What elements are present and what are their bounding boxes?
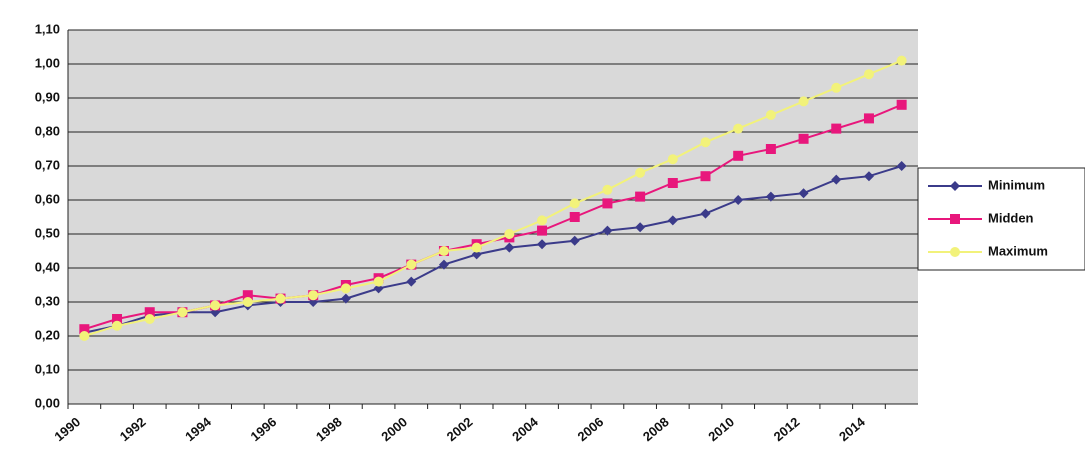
- y-tick-label: 0,70: [35, 157, 60, 172]
- y-tick-label: 0,80: [35, 123, 60, 138]
- data-point: [667, 215, 678, 226]
- data-point: [373, 276, 384, 287]
- x-tick-label: 1990: [51, 414, 83, 444]
- data-point: [667, 178, 678, 188]
- data-point: [863, 113, 874, 124]
- x-tick-label: 1992: [117, 414, 149, 444]
- data-point: [700, 171, 711, 182]
- data-point: [635, 222, 646, 233]
- data-point: [831, 82, 842, 93]
- data-point: [471, 242, 482, 253]
- data-point: [635, 191, 646, 202]
- data-point: [79, 324, 90, 335]
- x-tick-label: 2002: [444, 414, 476, 444]
- x-tick-label: 2000: [378, 414, 410, 444]
- y-tick-label: 0,60: [35, 191, 60, 206]
- data-point: [438, 259, 449, 270]
- data-point: [537, 225, 548, 236]
- y-tick-label: 0,00: [35, 395, 60, 410]
- data-point: [438, 246, 449, 256]
- series-line: [84, 165, 902, 334]
- x-tick-label: 1996: [248, 414, 280, 444]
- x-tick-label: 2004: [509, 414, 541, 445]
- legend-marker: [950, 214, 960, 224]
- x-tick-label: 2012: [771, 414, 803, 444]
- legend-label: Minimum: [988, 177, 1045, 192]
- y-tick-label: 0,90: [35, 89, 60, 104]
- data-point: [308, 290, 319, 301]
- data-point: [242, 290, 253, 301]
- data-point: [700, 208, 711, 219]
- y-tick-label: 1,10: [35, 21, 60, 36]
- data-point: [602, 184, 613, 195]
- data-point: [144, 307, 155, 318]
- x-tick-label: 1994: [182, 414, 214, 445]
- data-point: [340, 283, 351, 294]
- data-point: [700, 137, 711, 148]
- data-point: [733, 123, 744, 134]
- y-tick-label: 1,00: [35, 55, 60, 70]
- x-tick-label: 2006: [574, 414, 606, 444]
- data-point: [863, 69, 874, 80]
- data-point: [79, 331, 90, 341]
- data-point: [798, 133, 809, 144]
- data-point: [112, 314, 123, 324]
- y-tick-label: 0,30: [35, 293, 60, 308]
- data-point: [112, 320, 123, 331]
- data-point: [504, 229, 515, 239]
- plot-area: [68, 30, 918, 404]
- data-point: [602, 198, 613, 209]
- y-tick-label: 0,40: [35, 259, 60, 274]
- data-point: [896, 99, 907, 110]
- data-point: [177, 307, 188, 318]
- data-point: [144, 314, 155, 324]
- data-point: [537, 239, 548, 250]
- legend-marker: [950, 181, 960, 191]
- data-point: [537, 215, 548, 226]
- data-point: [733, 195, 744, 205]
- data-point: [569, 235, 580, 246]
- x-tick-label: 2010: [705, 414, 737, 444]
- x-tick-label: 2014: [836, 414, 868, 445]
- data-point: [635, 167, 646, 178]
- data-point: [831, 174, 842, 185]
- data-point: [765, 191, 776, 202]
- y-tick-label: 0,10: [35, 361, 60, 376]
- data-point: [733, 150, 744, 161]
- data-point: [210, 300, 221, 311]
- data-point: [275, 293, 286, 304]
- data-point: [896, 161, 907, 171]
- legend-marker: [950, 247, 960, 257]
- data-point: [831, 123, 842, 134]
- y-tick-label: 0,20: [35, 327, 60, 342]
- data-point: [569, 212, 580, 222]
- x-tick-label: 1998: [313, 414, 345, 444]
- data-point: [504, 242, 515, 253]
- data-point: [340, 293, 351, 304]
- data-point: [406, 276, 417, 287]
- series-line: [84, 59, 903, 337]
- data-point: [765, 110, 776, 120]
- legend-label: Midden: [988, 210, 1034, 225]
- data-point: [798, 188, 809, 199]
- x-tick-label: 2008: [640, 414, 672, 444]
- data-point: [863, 171, 874, 182]
- data-point: [569, 198, 580, 209]
- data-point: [798, 96, 809, 107]
- y-tick-label: 0,50: [35, 225, 60, 240]
- legend-label: Maximum: [988, 243, 1048, 258]
- data-point: [896, 55, 907, 66]
- data-point: [765, 144, 776, 154]
- data-point: [406, 259, 417, 270]
- data-point: [242, 297, 253, 307]
- data-point: [667, 154, 678, 165]
- data-point: [602, 225, 613, 236]
